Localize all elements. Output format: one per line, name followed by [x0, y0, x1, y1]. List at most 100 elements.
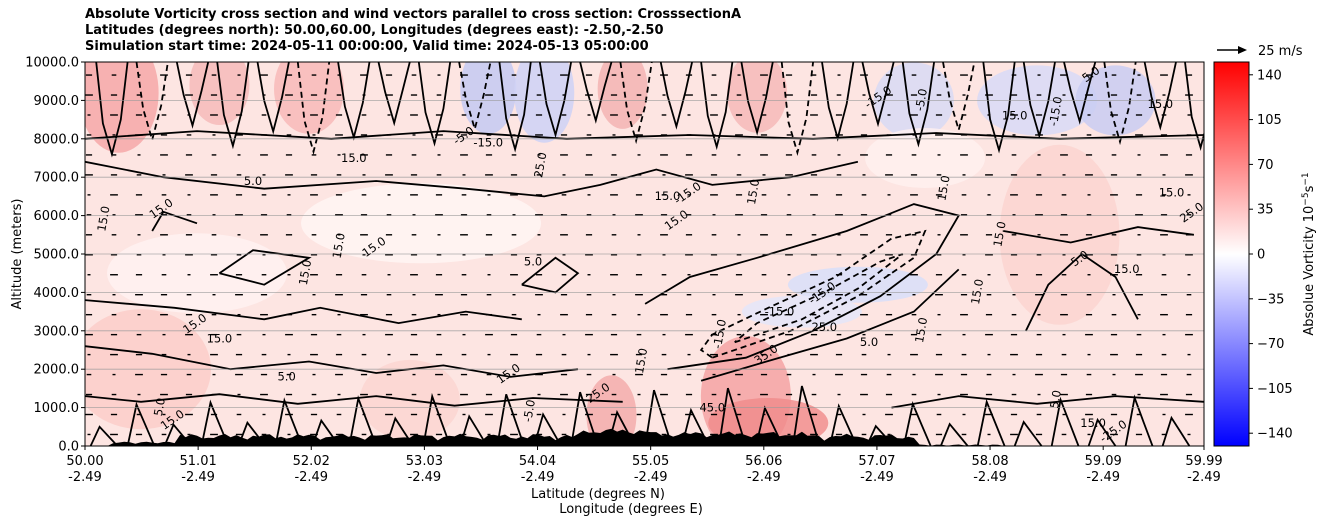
contour-upper — [498, 62, 532, 153]
x-tick-label-longitude: -2.49 — [408, 470, 442, 485]
x-tick-label-longitude: -2.49 — [1086, 470, 1120, 485]
y-tick-label: 10000.0 — [25, 56, 79, 71]
colorbar-tick-label: 70 — [1257, 158, 1274, 173]
x-tick-label-latitude: 58.08 — [971, 454, 1008, 469]
contour-label: 5.0 — [1047, 389, 1064, 409]
contour-lower — [1050, 396, 1080, 446]
contour-upper — [579, 62, 613, 124]
contour-label: 15.0 — [1148, 97, 1174, 111]
contour-label: 15.0 — [1002, 109, 1028, 123]
contour-label: 15.0 — [990, 220, 1008, 248]
y-tick-label: 5000.0 — [34, 248, 80, 263]
contour-lower — [1087, 417, 1117, 446]
x-tick-label-longitude: -2.49 — [521, 470, 555, 485]
contour-label: -15.0 — [473, 135, 503, 149]
contour-label: 15.0 — [207, 331, 233, 345]
contour-label: -15.0 — [710, 318, 729, 350]
contour-label: 15.0 — [330, 232, 348, 260]
contour-lower — [829, 403, 858, 446]
contour-label: 25.0 — [531, 151, 549, 179]
contour-upper — [538, 62, 572, 139]
contour-label: 5.0 — [860, 335, 878, 349]
y-tick-label: 0.0 — [58, 440, 79, 455]
y-axis: 0.0 1000.0 2000.0 3000.0 4000.0 5000.0 6000.0 7… — [25, 56, 85, 455]
colorbar-label: Absolue Vorticity 10−5s−1 — [1301, 172, 1317, 335]
contour-upper — [256, 62, 290, 135]
vorticity-patch — [301, 183, 542, 264]
x-tick-label-longitude: -2.49 — [973, 470, 1007, 485]
contour-lower — [644, 389, 673, 446]
contour-label: 15.0 — [912, 316, 930, 344]
colorbar-tick-label: 35 — [1257, 203, 1274, 218]
contour-lower — [1013, 420, 1043, 446]
chart-title-line-3: Simulation start time: 2024-05-11 00:00:… — [85, 39, 649, 54]
contour-lower — [976, 398, 1006, 446]
x-tick-label-latitude: 59.09 — [1085, 454, 1122, 469]
x-tick-label-longitude: -2.49 — [747, 470, 781, 485]
y-tick-label: 7000.0 — [34, 171, 80, 186]
contour-label: 15.0 — [1114, 262, 1140, 276]
vorticity-patch — [107, 233, 288, 314]
x-tick-label-latitude: 53.03 — [406, 454, 443, 469]
chart-title-line-2: Latitudes (degrees north): 50.00,60.00, … — [85, 23, 664, 38]
contour-upper — [417, 62, 452, 147]
contour-upper — [1063, 62, 1097, 125]
contour-positive — [891, 395, 1204, 409]
x-tick-label-longitude: -2.49 — [181, 470, 215, 485]
contour-label: 15.0 — [744, 178, 762, 206]
x-tick-label-latitude: 50.00 — [66, 454, 103, 469]
x-axis-label-longitude: Longitude (degrees E) — [559, 502, 703, 517]
contour-positive — [700, 268, 960, 382]
contour-label: -15.0 — [765, 304, 795, 318]
x-tick-label-latitude: 59.99 — [1185, 454, 1222, 469]
contour-positive — [218, 249, 312, 286]
contour-upper — [296, 62, 331, 156]
contour-positive — [85, 345, 579, 378]
contour-lower — [939, 422, 969, 446]
x-axis: 50.00-2.4951.01-2.4952.02-2.4953.03-2.49… — [66, 446, 1223, 485]
contour-lower — [792, 385, 821, 446]
x-tick-label-longitude: -2.49 — [294, 470, 328, 485]
contour-upper — [1022, 62, 1056, 140]
contour-label: 15.0 — [934, 174, 952, 202]
contour-lower — [1124, 394, 1154, 446]
colorbar-tick-label: −70 — [1257, 337, 1284, 352]
contour-positive — [85, 393, 623, 407]
contour-label: -5.0 — [520, 398, 538, 423]
contour-upper — [901, 62, 935, 148]
contour-upper — [740, 62, 774, 136]
contour-upper — [175, 62, 210, 129]
contour-label: 5.0 — [151, 397, 168, 417]
contour-upper — [1184, 62, 1204, 151]
contour-positive — [521, 256, 580, 294]
contour-lower — [459, 414, 488, 446]
y-tick-label: 6000.0 — [34, 209, 80, 224]
contour-lower — [422, 392, 452, 446]
contour-upper — [216, 62, 250, 150]
plot-area: 15.0 15.0 5.0 15.0 15.0 15.0 25.0 -15.0 15.0 15.0… — [84, 61, 1205, 447]
vorticity-patch — [597, 62, 648, 129]
quiver-key-label: 25 m/s — [1258, 44, 1303, 59]
y-tick-label: 9000.0 — [34, 94, 80, 109]
contour-upper — [377, 62, 411, 127]
contour-label: 15.0 — [968, 278, 986, 306]
colorbar-tick-label: −140 — [1257, 427, 1293, 442]
vorticity-patch — [727, 62, 788, 133]
y-tick-label: 4000.0 — [34, 286, 80, 301]
x-tick-label-longitude: -2.49 — [860, 470, 894, 485]
colorbar-gradient — [1213, 61, 1250, 447]
x-tick-label-latitude: 55.05 — [632, 454, 669, 469]
x-tick-label-longitude: -2.49 — [68, 470, 102, 485]
contour-label: 25.0 — [811, 320, 837, 334]
y-tick-label: 1000.0 — [34, 401, 80, 416]
y-tick-label: 2000.0 — [34, 363, 80, 378]
contour-label: 5.0 — [277, 370, 295, 384]
contour-lower — [89, 425, 119, 446]
contour-upper — [1143, 62, 1177, 131]
contour-label: 15.0 — [1159, 185, 1185, 199]
terrain-silhouette — [85, 428, 1204, 446]
contour-positive — [85, 299, 522, 325]
contour-label: 15.0 — [94, 205, 112, 233]
quiver-key: 25 m/s — [1217, 44, 1303, 59]
